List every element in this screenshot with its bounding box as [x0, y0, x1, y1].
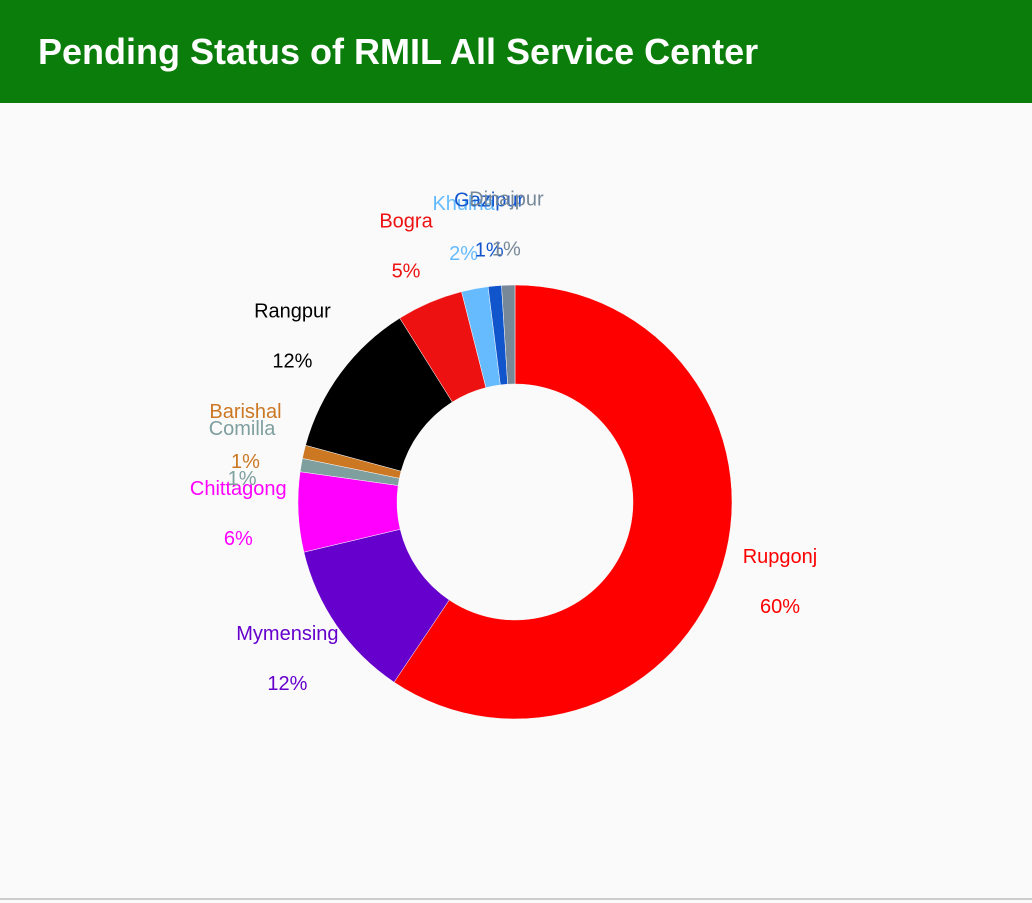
slice-percent: 60%	[760, 596, 800, 618]
header: Pending Status of RMIL All Service Cente…	[0, 0, 1032, 103]
slice-percent: 1%	[231, 451, 260, 473]
slice-percent: 12%	[272, 350, 312, 372]
slice-label: Dinajpur	[469, 188, 544, 210]
donut-slice	[501, 284, 516, 385]
slice-percent: 12%	[267, 673, 307, 695]
slice-label: Khulna	[432, 193, 495, 215]
slice-label: Mymensing	[236, 623, 338, 645]
slice-percent: 1%	[475, 239, 504, 261]
slice-label: Rupgonj	[743, 546, 818, 568]
slice-percent: 1%	[492, 238, 521, 260]
donut-slice	[393, 284, 733, 720]
slice-percent: 6%	[224, 528, 253, 550]
chart-panel: Rupgonj 60% Mymensing 12% Chittagong 6% Comill…	[0, 103, 1032, 900]
slice-percent: 2%	[449, 243, 478, 265]
slice-label: Comilla	[209, 418, 277, 440]
page-title: Pending Status of RMIL All Service Cente…	[38, 30, 759, 72]
slice-label: Bogra	[379, 211, 433, 233]
slice-label: Barishal	[209, 401, 281, 423]
chart: Rupgonj 60% Mymensing 12% Chittagong 6% Comill…	[190, 188, 818, 720]
slice-label: Gazipur	[454, 189, 524, 211]
slice-percent: 1%	[228, 468, 257, 490]
slice-label: Rangpur	[254, 300, 331, 322]
slice-percent: 5%	[392, 261, 421, 283]
slice-label: Chittagong	[190, 478, 287, 500]
